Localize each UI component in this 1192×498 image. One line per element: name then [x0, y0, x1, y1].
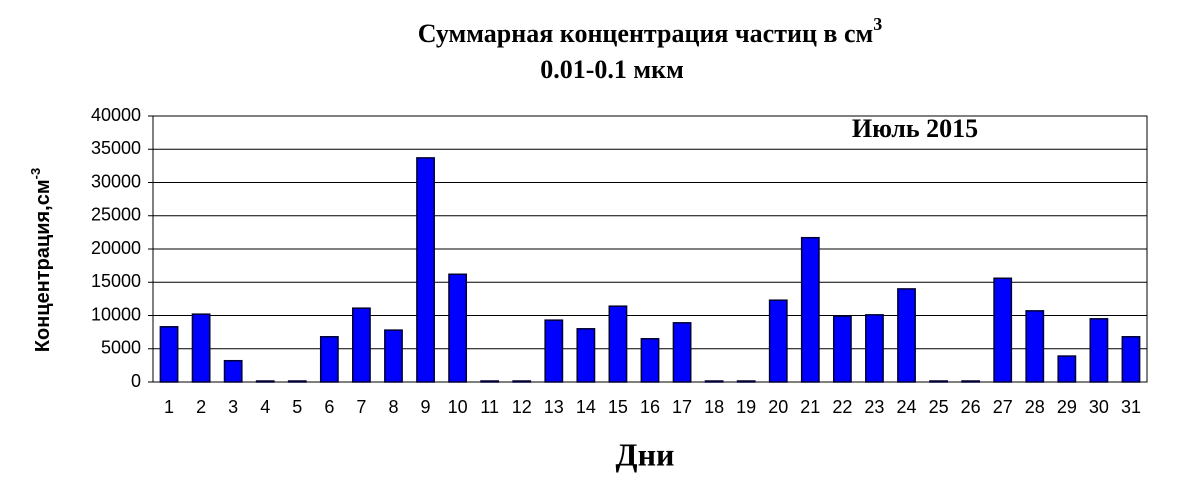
bar: [672, 322, 692, 383]
x-tick-label: 4: [260, 397, 270, 417]
bar: [223, 359, 243, 383]
y-tick-label: 15000: [91, 271, 141, 291]
bar: [1089, 318, 1109, 383]
chart-subtitle: 0.01-0.1 мкм: [540, 55, 684, 84]
bar: [480, 380, 500, 383]
x-tick-label: 15: [608, 397, 628, 417]
x-tick-label: 3: [228, 397, 238, 417]
bar: [608, 305, 628, 383]
bar: [576, 328, 596, 383]
x-tick-label: 26: [961, 397, 981, 417]
bar: [319, 336, 339, 383]
x-tick-label: 24: [897, 397, 917, 417]
y-tick-label: 40000: [91, 105, 141, 125]
bar: [704, 380, 724, 383]
x-axis-title: Дни: [616, 436, 675, 472]
bar: [255, 380, 275, 383]
x-tick-label: 14: [576, 397, 596, 417]
bar: [448, 273, 468, 383]
y-title-text: Концентрация,см: [32, 179, 54, 352]
title-text: Суммарная концентрация частиц в см: [418, 19, 873, 48]
bar: [191, 313, 211, 383]
y-tick-label: 5000: [101, 338, 141, 358]
bar: [736, 380, 756, 383]
bar: [512, 380, 532, 383]
x-tick-label: 10: [448, 397, 468, 417]
y-title-superscript: -3: [28, 168, 43, 180]
x-tick-label: 20: [768, 397, 788, 417]
annotation: Июль 2015: [852, 114, 978, 143]
x-tick-label: 2: [196, 397, 206, 417]
bar: [384, 329, 403, 383]
x-tick-label: 19: [736, 397, 756, 417]
x-tick-label: 16: [640, 397, 660, 417]
x-tick-label: 27: [993, 397, 1013, 417]
y-tick-label: 35000: [91, 138, 141, 158]
x-tick-label: 29: [1057, 397, 1077, 417]
bar: [287, 380, 307, 383]
bar: [929, 380, 948, 383]
x-tick-label: 12: [512, 397, 532, 417]
x-tick-label: 9: [421, 397, 431, 417]
x-tick-label: 8: [388, 397, 398, 417]
title-superscript: 3: [873, 14, 882, 34]
x-tick-label: 31: [1121, 397, 1141, 417]
x-tick-label: 30: [1089, 397, 1109, 417]
x-tick-label: 1: [164, 397, 174, 417]
bar: [768, 299, 788, 383]
x-tick-label: 5: [292, 397, 302, 417]
bar: [865, 314, 884, 383]
x-tick-label: 23: [864, 397, 884, 417]
x-tick-label: 21: [800, 397, 820, 417]
bar: [897, 288, 916, 383]
y-tick-label: 10000: [91, 304, 141, 324]
y-tick-label: 0: [131, 371, 141, 391]
bar: [640, 338, 660, 383]
x-tick-label: 11: [480, 397, 499, 417]
bar: [1057, 355, 1077, 383]
bar: [352, 307, 371, 383]
bar: [416, 157, 435, 383]
y-axis-title: Концентрация,см-3: [28, 168, 54, 352]
bar: [832, 315, 852, 383]
x-tick-label: 22: [832, 397, 852, 417]
x-tick-label: 13: [544, 397, 564, 417]
y-tick-label: 25000: [91, 205, 141, 225]
x-tick-label: 25: [929, 397, 949, 417]
bar: [800, 236, 820, 383]
bar: [961, 380, 981, 383]
x-tick-label: 17: [672, 397, 692, 417]
bar: [993, 277, 1013, 383]
bar: [544, 319, 564, 383]
bar: [1121, 336, 1141, 383]
y-tick-label: 20000: [91, 238, 141, 258]
x-tick-label: 18: [704, 397, 724, 417]
x-tick-label: 7: [356, 397, 366, 417]
x-tick-label: 6: [324, 397, 334, 417]
bar: [159, 326, 179, 383]
y-tick-label: 30000: [91, 171, 141, 191]
chart-title: Суммарная концентрация частиц в см3: [418, 14, 882, 48]
x-tick-label: 28: [1025, 397, 1045, 417]
bar: [1025, 310, 1045, 383]
